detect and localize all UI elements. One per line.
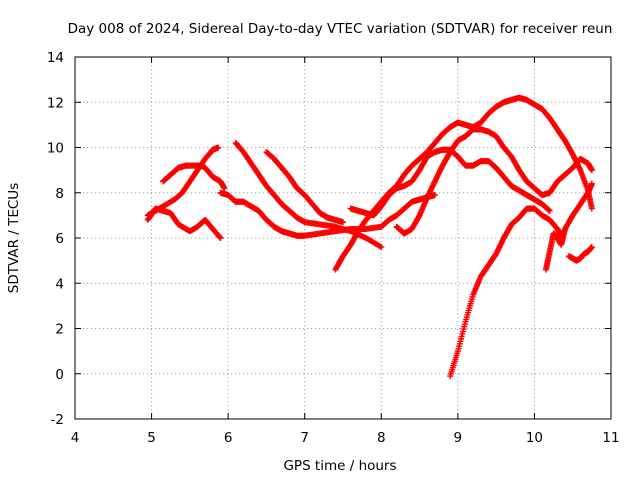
y-tick-label: 4 bbox=[55, 276, 64, 292]
track-2-point bbox=[215, 144, 222, 151]
y-tick-label: -2 bbox=[51, 412, 64, 428]
y-axis-label: SDTVAR / TECUs bbox=[6, 183, 22, 293]
x-tick-label: 11 bbox=[602, 430, 619, 446]
track-3-point bbox=[221, 185, 228, 192]
x-tick-label: 7 bbox=[300, 430, 309, 446]
track-7-point bbox=[588, 205, 595, 212]
track-12-point bbox=[588, 244, 595, 251]
chart-title: Day 008 of 2024, Sidereal Day-to-day VTE… bbox=[68, 21, 613, 37]
track-9-point bbox=[588, 167, 595, 174]
x-tick-label: 5 bbox=[147, 430, 156, 446]
x-tick-label: 9 bbox=[454, 430, 463, 446]
track-4-point bbox=[377, 243, 384, 250]
track-4-point bbox=[378, 244, 385, 251]
y-tick-labels: -2 0 2 4 6 8 10 12 14 bbox=[47, 50, 64, 428]
y-tick-label: 6 bbox=[55, 231, 64, 247]
y-tick-label: 14 bbox=[47, 50, 64, 66]
track-5-point bbox=[340, 219, 346, 226]
track-1-point bbox=[217, 235, 224, 241]
x-tick-label: 6 bbox=[224, 430, 233, 446]
x-tick-label: 8 bbox=[377, 430, 386, 446]
axis-ticks bbox=[74, 56, 612, 420]
x-tick-label: 4 bbox=[71, 430, 80, 446]
y-tick-label: 2 bbox=[55, 322, 64, 338]
x-axis-label: GPS time / hours bbox=[283, 458, 396, 474]
y-tick-label: 12 bbox=[47, 95, 64, 111]
data-points bbox=[144, 94, 595, 380]
track-6-point bbox=[431, 192, 438, 199]
y-tick-label: 10 bbox=[47, 141, 64, 157]
x-tick-labels: 4 5 6 7 8 9 10 11 bbox=[71, 430, 620, 446]
y-tick-label: 8 bbox=[55, 186, 64, 202]
track-8-point bbox=[546, 207, 553, 214]
y-tick-label: 0 bbox=[55, 367, 64, 383]
track-11-point bbox=[588, 180, 595, 187]
grid-lines bbox=[75, 57, 611, 419]
x-tick-label: 10 bbox=[526, 430, 543, 446]
